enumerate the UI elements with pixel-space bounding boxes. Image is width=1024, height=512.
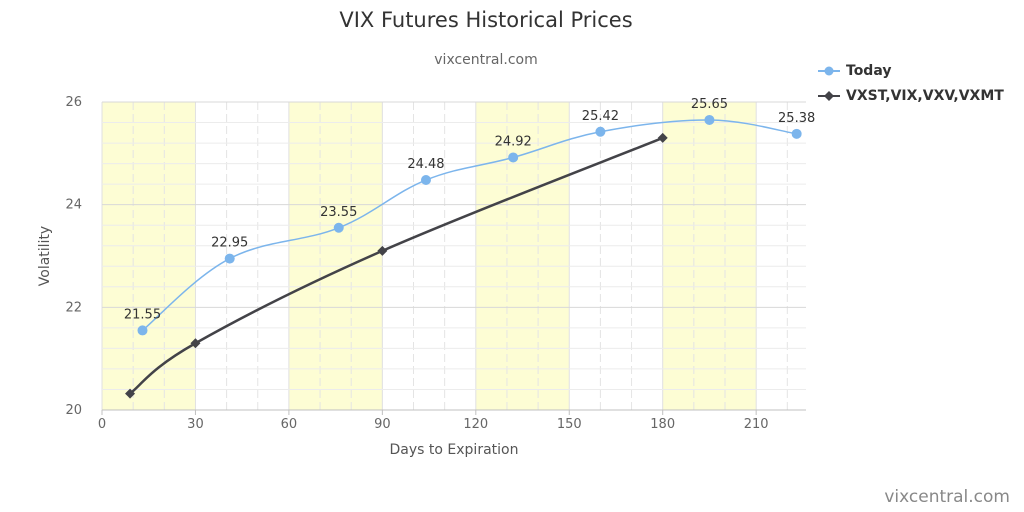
- data-point-today[interactable]: [137, 325, 148, 336]
- y-axis-title: Volatility: [37, 226, 53, 286]
- data-point-indices[interactable]: [657, 132, 668, 143]
- chart-subtitle: vixcentral.com: [434, 52, 538, 68]
- legend-label-indices: VXST,VIX,VXV,VXMT: [846, 87, 1004, 104]
- data-label: 25.65: [691, 97, 728, 112]
- chart-title: VIX Futures Historical Prices: [339, 8, 633, 32]
- y-tick-label: 26: [65, 95, 82, 110]
- data-point-indices[interactable]: [125, 388, 136, 399]
- data-point-today[interactable]: [791, 128, 802, 139]
- shaded-band: [475, 102, 570, 410]
- legend-symbol-today: [818, 66, 840, 75]
- shaded-band: [288, 102, 383, 410]
- series-group: 21.55 22.95 23.55 24.48 24.92 25.42 25.65 25.38: [124, 97, 815, 399]
- x-tick-label: 90: [374, 417, 391, 432]
- x-tick-label: 30: [187, 417, 204, 432]
- legend-label-today: Today: [846, 62, 892, 79]
- x-tick-label: 120: [463, 417, 488, 432]
- data-label: 21.55: [124, 307, 161, 322]
- data-label: 25.42: [582, 109, 619, 124]
- data-point-indices[interactable]: [190, 338, 201, 349]
- x-tick-label: 210: [744, 417, 769, 432]
- data-point-indices[interactable]: [377, 245, 388, 256]
- x-tick-label: 150: [557, 417, 582, 432]
- axes: 0 30 60 90 120 150 180 210 20 22 24 26: [65, 95, 806, 432]
- y-tick-label: 22: [65, 300, 82, 315]
- legend-item-today[interactable]: Today: [818, 58, 1004, 83]
- data-point-today[interactable]: [224, 253, 235, 264]
- shaded-bands: [102, 102, 757, 410]
- data-point-today[interactable]: [704, 114, 715, 125]
- data-point-today[interactable]: [420, 175, 431, 186]
- x-tick-label: 0: [98, 417, 106, 432]
- data-label: 24.48: [407, 157, 444, 172]
- shaded-band: [662, 102, 757, 410]
- data-point-today[interactable]: [508, 152, 519, 163]
- data-point-today[interactable]: [333, 222, 344, 233]
- chart-legend: Today VXST,VIX,VXV,VXMT: [818, 58, 1004, 108]
- series-line-today: [142, 119, 797, 332]
- x-axis-title: Days to Expiration: [390, 442, 519, 458]
- shaded-band: [102, 102, 196, 410]
- data-label: 23.55: [320, 205, 357, 220]
- data-point-today[interactable]: [595, 126, 606, 137]
- legend-symbol-indices: [818, 90, 840, 101]
- x-tick-label: 60: [281, 417, 298, 432]
- y-tick-label: 20: [65, 403, 82, 418]
- data-label: 22.95: [211, 236, 248, 251]
- x-tick-label: 180: [650, 417, 675, 432]
- data-label: 25.38: [778, 111, 815, 126]
- data-label: 24.92: [495, 134, 532, 149]
- legend-item-indices[interactable]: VXST,VIX,VXV,VXMT: [818, 83, 1004, 108]
- credit-text[interactable]: vixcentral.com: [884, 487, 1010, 507]
- y-tick-label: 24: [65, 198, 82, 213]
- series-line-indices: [129, 136, 664, 395]
